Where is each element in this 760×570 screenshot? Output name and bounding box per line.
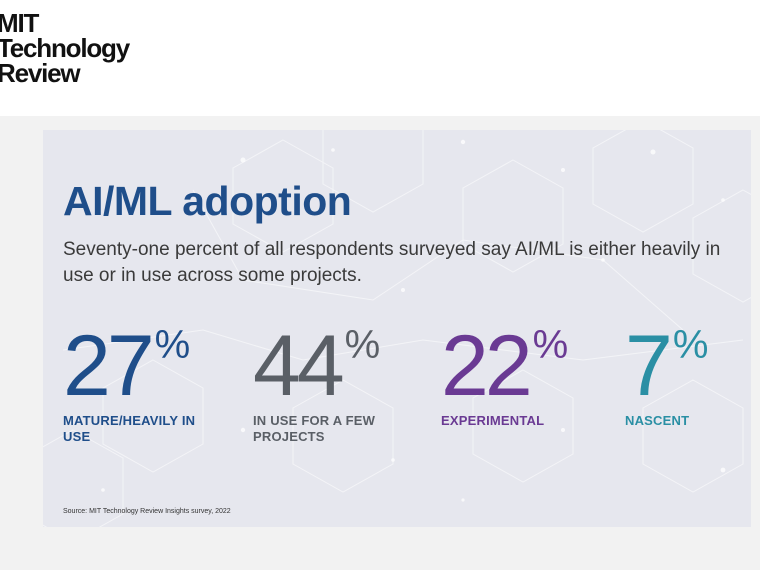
infographic-subtitle: Seventy-one percent of all respondents s… xyxy=(63,239,721,286)
stat-unit: % xyxy=(154,323,191,367)
stat-unit: % xyxy=(532,323,569,367)
stat-label: NASCENT xyxy=(625,413,690,428)
stat-value: 44 xyxy=(253,318,345,414)
site-header: MIT Technology Review xyxy=(0,0,760,116)
stat-experimental: 22% EXPERIMENTAL xyxy=(441,318,569,428)
hexagon-network-background xyxy=(43,130,751,527)
mit-technology-review-logo[interactable]: MIT Technology Review xyxy=(0,8,130,88)
stat-in-use-few: 44% IN USE FOR A FEW PROJECTS xyxy=(253,318,381,444)
logo-line: MIT xyxy=(0,8,39,38)
infographic-title: AI/ML adoption xyxy=(63,178,352,224)
stat-mature: 27% MATURE/HEAVILY IN USE xyxy=(63,318,195,444)
stat-label: IN USE FOR A FEW PROJECTS xyxy=(253,413,376,444)
stat-unit: % xyxy=(672,323,709,367)
stat-label: MATURE/HEAVILY IN USE xyxy=(63,413,196,444)
stat-unit: % xyxy=(344,323,381,367)
stat-nascent: 7% NASCENT xyxy=(625,318,709,428)
stat-value: 7 xyxy=(625,318,673,414)
stat-value: 22 xyxy=(441,318,533,414)
infographic-card: AI/ML adoption Seventy-one percent of al… xyxy=(43,130,751,527)
stat-label: EXPERIMENTAL xyxy=(441,413,545,428)
source-note: Source: MIT Technology Review Insights s… xyxy=(63,508,231,515)
logo-line: Review xyxy=(0,58,81,88)
stat-value: 27 xyxy=(63,318,155,414)
logo-line: Technology xyxy=(0,33,130,63)
